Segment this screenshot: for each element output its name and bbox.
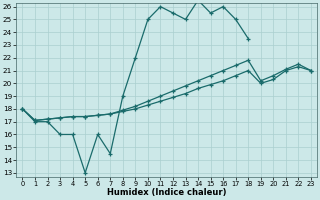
X-axis label: Humidex (Indice chaleur): Humidex (Indice chaleur) xyxy=(107,188,227,197)
